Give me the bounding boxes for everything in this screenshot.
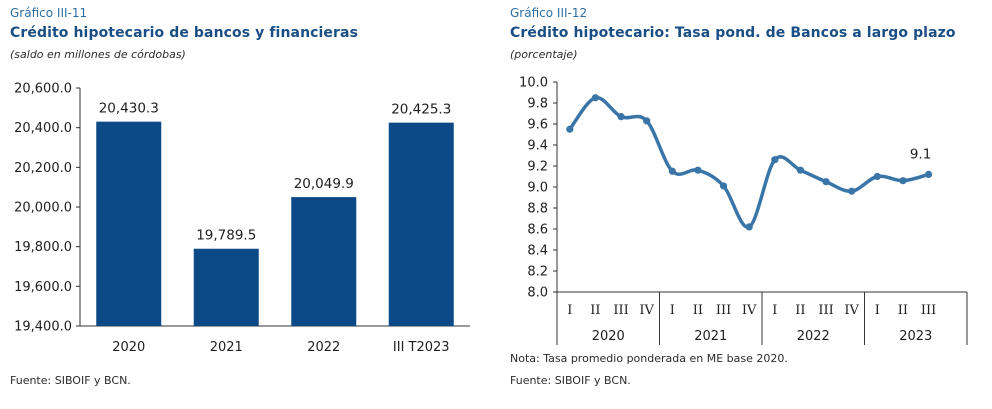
data-point: [796, 166, 805, 174]
bar-y-tick-label: 19,800.0: [14, 240, 72, 255]
quarter-label: I: [567, 303, 572, 318]
quarter-label: III: [613, 303, 628, 318]
line-y-tick-label: 8.2: [527, 265, 548, 280]
quarter-label: I: [772, 303, 777, 318]
bar-chart: 19,400.0 19,600.0 19,800.0 20,000.0 20,200.0…: [14, 82, 470, 355]
bar-y-tick-label: 20,000.0: [14, 201, 72, 216]
bar-category-label: 2020: [112, 340, 145, 355]
line-y-tick-label: 8.6: [527, 223, 548, 238]
bar: [193, 248, 259, 326]
quarter-label: I: [875, 303, 880, 318]
bar-value-label: 20,430.3: [99, 101, 159, 117]
line-y-tick-label: 8.0: [527, 286, 548, 301]
line-chart-source: Fuente: SIBOIF y BCN.: [510, 374, 631, 387]
data-point: [771, 156, 779, 164]
bar-chart-subtitle: (saldo en millones de córdobas): [10, 48, 186, 61]
quarter-label: III: [818, 303, 833, 318]
year-label: 2020: [592, 329, 625, 344]
line-chart-title: Crédito hipotecario: Tasa pond. de Banco…: [510, 25, 956, 41]
bar-chart-title: Crédito hipotecario de bancos y financie…: [10, 25, 359, 41]
bar-y-tick-label: 20,600.0: [14, 82, 72, 97]
line-chart: 8.08.28.48.68.89.09.29.49.69.810.0I II III…: [519, 76, 968, 345]
line-y-tick-label: 8.4: [527, 244, 548, 259]
bar-chart-panel: Gráfico III-11 Crédito hipotecario de ba…: [0, 0, 480, 409]
year-label: 2023: [899, 329, 932, 344]
line-y-tick-label: 8.8: [527, 202, 548, 217]
data-point: [822, 178, 830, 186]
line-y-tick-label: 9.0: [527, 181, 548, 196]
line-chart-figure-label: Gráfico III-12: [510, 6, 588, 20]
data-point: [591, 94, 600, 102]
quarter-label: III: [716, 303, 731, 318]
bar-value-label: 20,425.3: [391, 102, 451, 118]
quarter-label: II: [898, 303, 908, 318]
quarter-label: II: [795, 303, 805, 318]
quarter-label: II: [590, 303, 600, 318]
bar-category-label: 2022: [307, 340, 340, 355]
bar-value-label: 20,049.9: [294, 176, 354, 192]
data-point: [873, 172, 881, 181]
bar: [388, 122, 454, 326]
last-value-label: 9.1: [910, 146, 931, 162]
quarter-label: IV: [742, 303, 757, 318]
data-point: [899, 177, 907, 185]
bar-category-label: III T2023: [393, 340, 450, 355]
data-point: [924, 170, 933, 178]
data-point: [643, 117, 651, 125]
data-point: [566, 125, 574, 133]
bar-value-label: 19,789.5: [196, 228, 256, 244]
bar-y-tick-label: 20,200.0: [14, 161, 72, 176]
data-point: [719, 182, 728, 190]
bar: [291, 197, 357, 326]
bar-y-tick-label: 19,600.0: [14, 280, 72, 295]
data-point: [617, 113, 625, 121]
quarter-label: IV: [844, 303, 859, 318]
quarter-label: IV: [639, 303, 654, 318]
data-point: [694, 166, 702, 174]
bar-y-tick-label: 19,400.0: [14, 320, 72, 335]
line-y-tick-label: 9.2: [527, 160, 548, 175]
line-y-tick-label: 9.4: [527, 139, 548, 154]
data-point: [668, 167, 676, 175]
line-y-tick-label: 10.0: [519, 76, 548, 91]
quarter-label: I: [670, 303, 675, 318]
line-y-tick-label: 9.8: [527, 97, 548, 112]
quarter-label: III: [921, 303, 936, 318]
line-y-tick-label: 9.6: [527, 118, 548, 133]
bar-y-tick-label: 20,400.0: [14, 121, 72, 136]
bar-chart-source: Fuente: SIBOIF y BCN.: [10, 374, 131, 387]
bar-category-label: 2021: [210, 340, 243, 355]
line-chart-subtitle: (porcentaje): [510, 48, 578, 61]
quarter-label: II: [693, 303, 703, 318]
year-label: 2021: [694, 329, 727, 344]
data-point: [745, 223, 753, 231]
year-label: 2022: [797, 329, 830, 344]
bar: [96, 121, 162, 326]
line-chart-panel: Gráfico III-12 Crédito hipotecario: Tasa…: [508, 0, 992, 409]
line-chart-note: Nota: Tasa promedio ponderada en ME base…: [510, 352, 788, 365]
bar-chart-figure-label: Gráfico III-11: [10, 6, 88, 20]
data-point: [848, 187, 856, 195]
